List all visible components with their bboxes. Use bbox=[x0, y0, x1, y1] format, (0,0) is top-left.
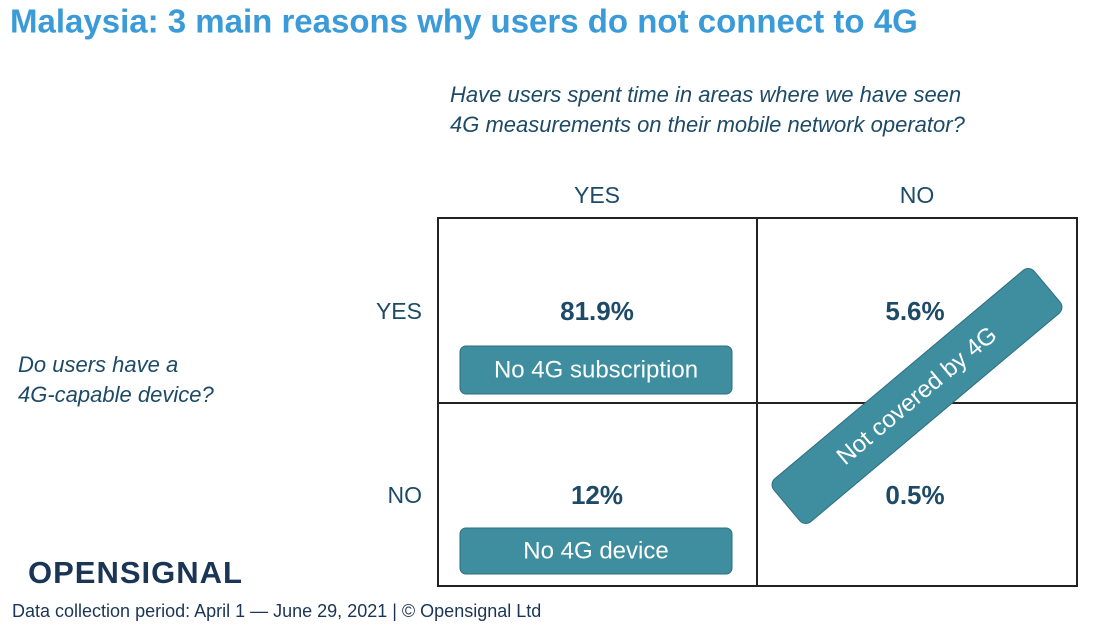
footer: Data collection period: April 1 — June 2… bbox=[12, 601, 541, 621]
cell-value: 81.9% bbox=[560, 296, 634, 326]
cell-value: 0.5% bbox=[885, 480, 944, 510]
row-question: 4G-capable device? bbox=[18, 382, 214, 407]
row-header: YES bbox=[376, 298, 422, 324]
row-header: NO bbox=[388, 482, 423, 508]
column-header: YES bbox=[574, 182, 620, 208]
annotation-badge: No 4G subscription bbox=[459, 345, 733, 395]
badge-box bbox=[459, 527, 733, 575]
cell-value: 12% bbox=[571, 480, 623, 510]
badge-box bbox=[459, 345, 733, 395]
badge-label: Not covered by 4G bbox=[832, 321, 1003, 470]
badge-label: No 4G subscription bbox=[494, 356, 698, 383]
badge-box bbox=[771, 268, 1063, 524]
cell-value: 5.6% bbox=[885, 296, 944, 326]
badge-label: No 4G device bbox=[523, 537, 668, 564]
column-header: NO bbox=[900, 182, 935, 208]
logo: OPENSIGNAL bbox=[28, 555, 243, 590]
annotation-badge: No 4G device bbox=[459, 527, 733, 575]
column-question: Have users spent time in areas where we … bbox=[450, 82, 961, 107]
title: Malaysia: 3 main reasons why users do no… bbox=[10, 3, 918, 40]
matrix-grid bbox=[437, 217, 1078, 587]
column-question: 4G measurements on their mobile network … bbox=[450, 112, 966, 137]
row-question: Do users have a bbox=[18, 352, 178, 377]
